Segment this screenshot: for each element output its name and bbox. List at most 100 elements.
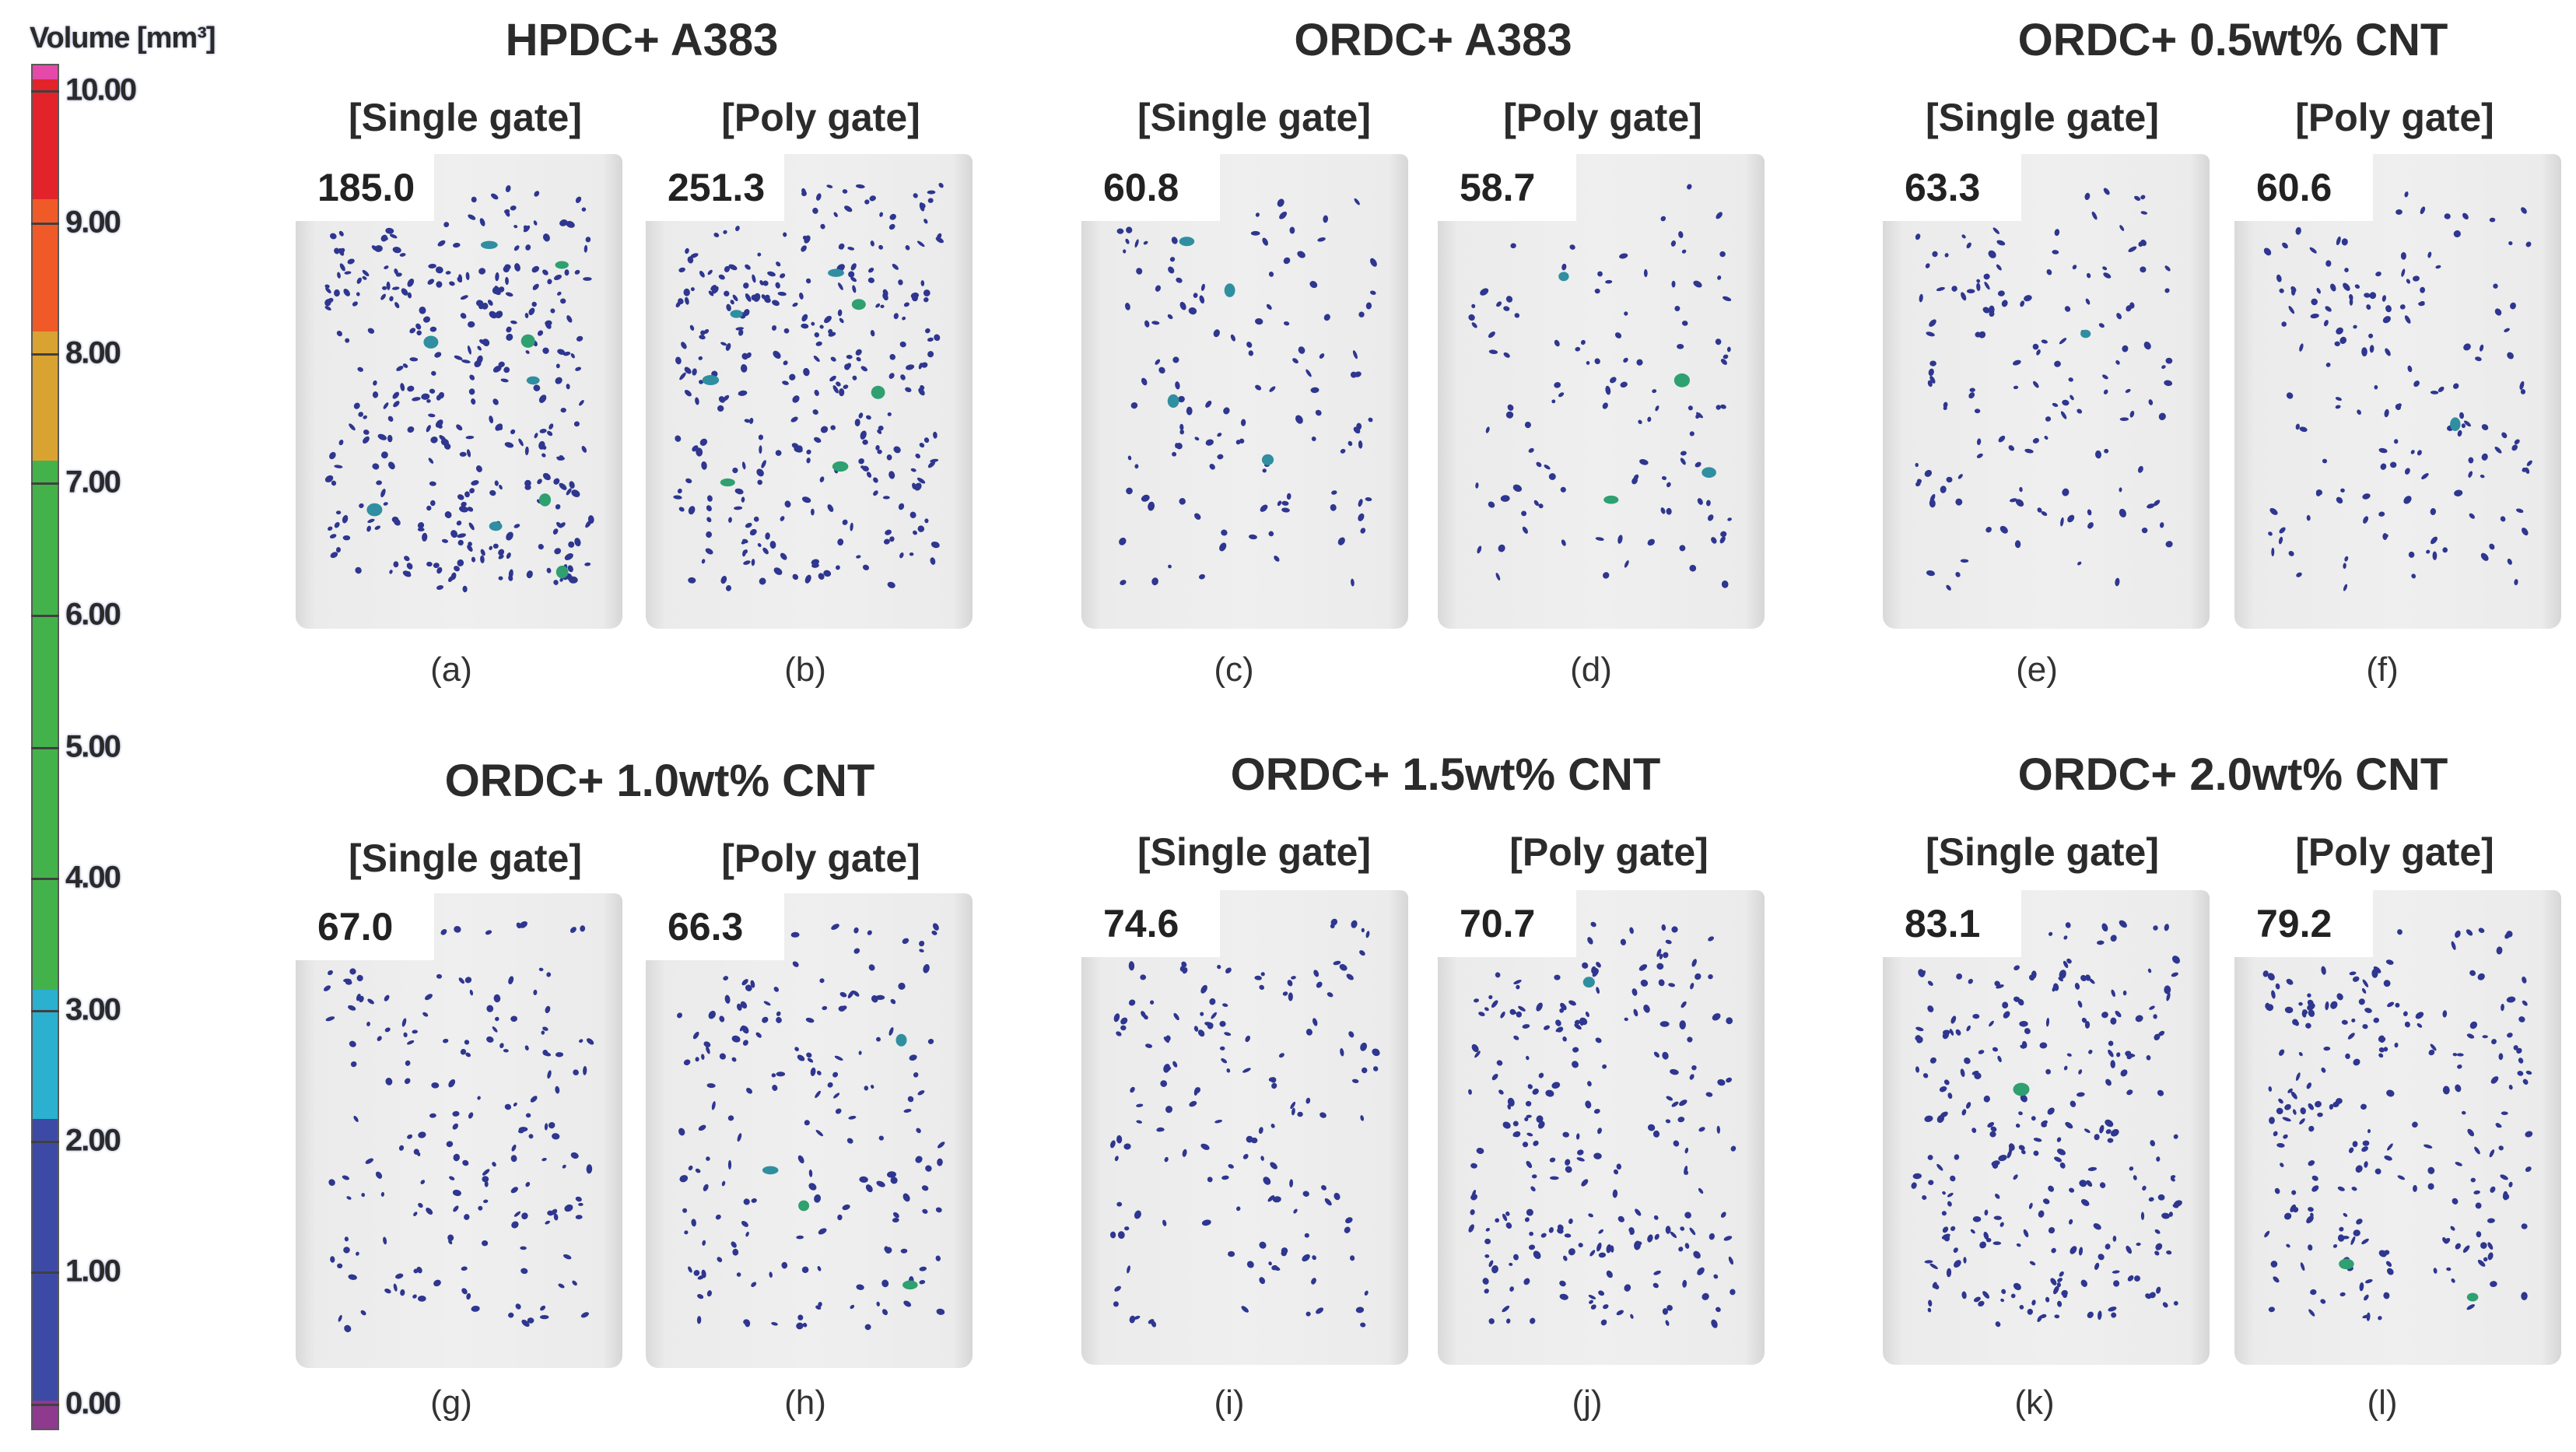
pore xyxy=(797,1155,804,1164)
pore xyxy=(1691,959,1697,967)
pore xyxy=(2078,1069,2083,1075)
pore xyxy=(2384,409,2389,418)
pore xyxy=(1528,1244,1536,1250)
pore xyxy=(2498,1145,2504,1151)
pore xyxy=(1544,465,1551,470)
pore xyxy=(372,463,380,470)
pore xyxy=(1687,1036,1693,1043)
pore xyxy=(1927,1307,1932,1313)
pore xyxy=(453,1205,459,1212)
pore xyxy=(1158,367,1165,374)
pore xyxy=(1602,402,1608,409)
pore xyxy=(1478,1012,1485,1016)
pore xyxy=(2310,1289,2317,1296)
pore xyxy=(1595,1037,1602,1043)
pore xyxy=(853,948,860,954)
pore xyxy=(2059,1162,2066,1169)
pore xyxy=(2427,1166,2435,1174)
pore xyxy=(2369,292,2377,300)
pore xyxy=(1471,1189,1477,1198)
pore xyxy=(2015,499,2024,507)
pore xyxy=(2359,1282,2364,1292)
pore xyxy=(1605,385,1611,395)
pore xyxy=(2110,1129,2119,1137)
pore xyxy=(2452,1053,2458,1057)
pore xyxy=(1241,1306,1249,1313)
pore xyxy=(2112,1236,2117,1242)
pore xyxy=(905,245,910,251)
pore xyxy=(782,381,789,385)
pore xyxy=(1954,1154,1960,1160)
pore xyxy=(2477,973,2485,980)
pore xyxy=(1525,1100,1532,1107)
pore xyxy=(868,964,875,971)
large-pore xyxy=(1224,283,1235,297)
pore xyxy=(1246,342,1253,348)
pore xyxy=(2385,348,2391,356)
pore xyxy=(1568,1248,1575,1256)
pore xyxy=(2137,465,2143,473)
pore xyxy=(1946,584,1951,591)
pore xyxy=(2059,970,2066,979)
pore xyxy=(1715,338,1722,345)
pore xyxy=(814,389,819,396)
pore xyxy=(1941,1211,1947,1216)
pore xyxy=(837,538,844,546)
pore xyxy=(756,468,764,477)
pore xyxy=(2450,1226,2455,1231)
pore xyxy=(2264,1230,2270,1238)
pore xyxy=(703,1041,711,1047)
pore xyxy=(2415,1012,2424,1019)
pore xyxy=(1496,1060,1503,1066)
pore xyxy=(1468,1089,1472,1095)
pore xyxy=(893,1212,899,1219)
pore xyxy=(927,190,936,195)
pore xyxy=(2308,1309,2315,1317)
pore xyxy=(728,517,732,523)
pore xyxy=(1311,437,1316,441)
pore xyxy=(675,435,682,442)
pore xyxy=(1728,1256,1734,1265)
pore xyxy=(1647,1234,1653,1243)
pore xyxy=(2172,1204,2179,1208)
pore xyxy=(2299,343,2304,352)
pore xyxy=(1538,1121,1545,1129)
pore xyxy=(681,342,687,349)
pore xyxy=(875,445,880,451)
pore xyxy=(833,1093,840,1099)
pore xyxy=(2052,402,2059,407)
pore xyxy=(2473,1190,2480,1194)
pore xyxy=(725,585,732,591)
pore xyxy=(2349,298,2353,306)
pore xyxy=(1262,468,1267,473)
pore xyxy=(1720,531,1727,538)
pore xyxy=(1144,320,1150,328)
pore xyxy=(753,516,759,522)
pore xyxy=(751,559,755,566)
pore xyxy=(2087,522,2094,529)
pore xyxy=(2362,1024,2368,1029)
pore xyxy=(2279,527,2286,534)
pore xyxy=(1670,1068,1679,1075)
pore xyxy=(458,506,468,513)
pore xyxy=(552,528,559,535)
pore xyxy=(1673,1140,1680,1147)
pore xyxy=(2057,1278,2063,1282)
pore xyxy=(2374,384,2378,390)
pore xyxy=(2301,1011,2307,1018)
pore xyxy=(503,367,510,374)
legend-label-8: 8.00 xyxy=(65,335,121,370)
pore xyxy=(2158,1030,2165,1036)
pore xyxy=(794,1047,799,1052)
pore xyxy=(429,1113,436,1118)
pore xyxy=(1929,1263,1938,1270)
pore xyxy=(1940,486,1947,493)
pore xyxy=(2352,1141,2358,1148)
pore xyxy=(433,1279,441,1287)
pore xyxy=(1990,1126,1997,1132)
pore xyxy=(1282,991,1288,996)
pore xyxy=(513,224,518,229)
pore xyxy=(2154,1250,2160,1256)
pore xyxy=(864,1085,869,1091)
pore xyxy=(2284,1006,2294,1014)
